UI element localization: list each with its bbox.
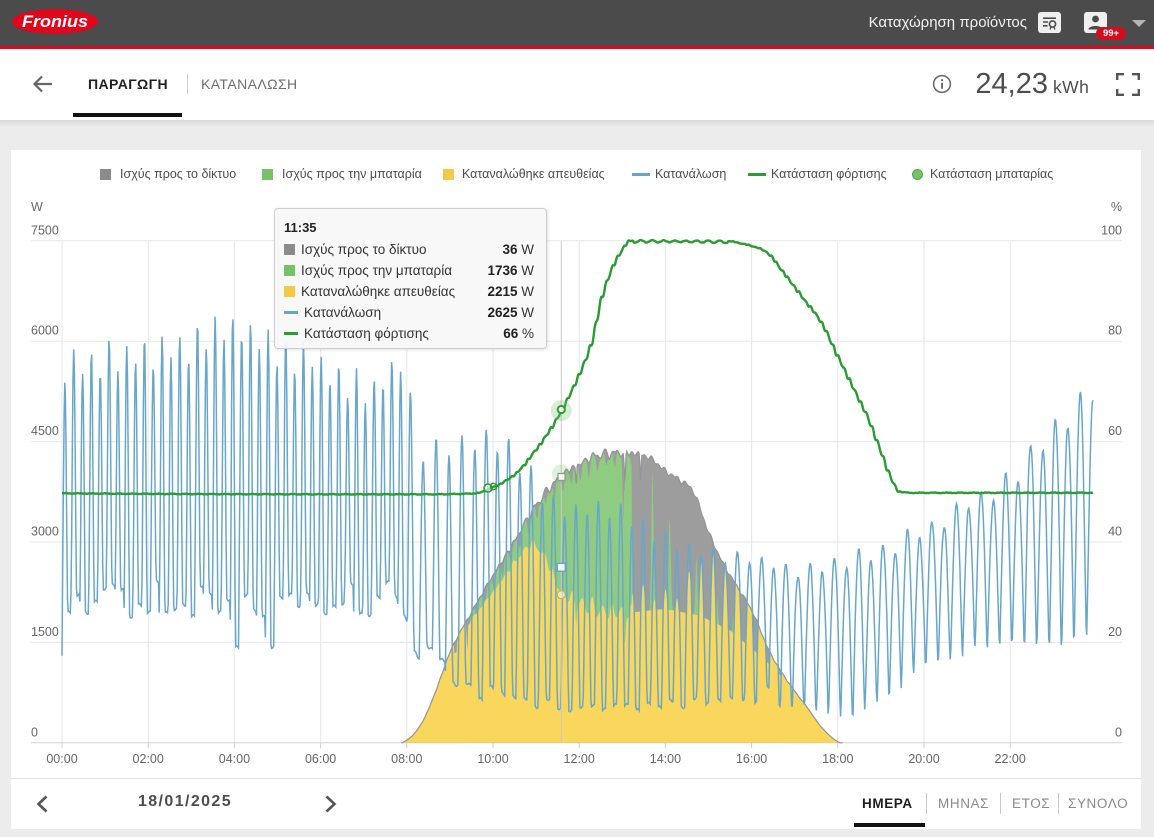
svg-text:3000: 3000: [31, 525, 59, 539]
svg-text:6000: 6000: [31, 324, 59, 338]
svg-text:7500: 7500: [31, 223, 59, 237]
svg-text:20: 20: [1108, 625, 1122, 639]
svg-text:0: 0: [1115, 725, 1122, 739]
svg-text:06:00: 06:00: [305, 752, 336, 766]
svg-text:0: 0: [31, 725, 38, 739]
svg-text:00:00: 00:00: [46, 752, 77, 766]
svg-text:40: 40: [1108, 525, 1122, 539]
svg-text:18:00: 18:00: [822, 752, 853, 766]
svg-text:Fronius: Fronius: [22, 13, 88, 31]
svg-text:16:00: 16:00: [736, 752, 767, 766]
svg-text:14:00: 14:00: [650, 752, 681, 766]
svg-text:100: 100: [1101, 223, 1122, 237]
svg-text:W: W: [31, 200, 43, 214]
svg-text:%: %: [1111, 200, 1122, 214]
svg-text:22:00: 22:00: [995, 752, 1026, 766]
svg-text:4500: 4500: [31, 424, 59, 438]
svg-text:02:00: 02:00: [133, 752, 164, 766]
svg-text:04:00: 04:00: [219, 752, 250, 766]
svg-text:08:00: 08:00: [391, 752, 422, 766]
svg-text:10:00: 10:00: [477, 752, 508, 766]
svg-text:60: 60: [1108, 424, 1122, 438]
svg-text:1500: 1500: [31, 625, 59, 639]
svg-text:80: 80: [1108, 324, 1122, 338]
svg-text:20:00: 20:00: [908, 752, 939, 766]
svg-text:12:00: 12:00: [564, 752, 595, 766]
